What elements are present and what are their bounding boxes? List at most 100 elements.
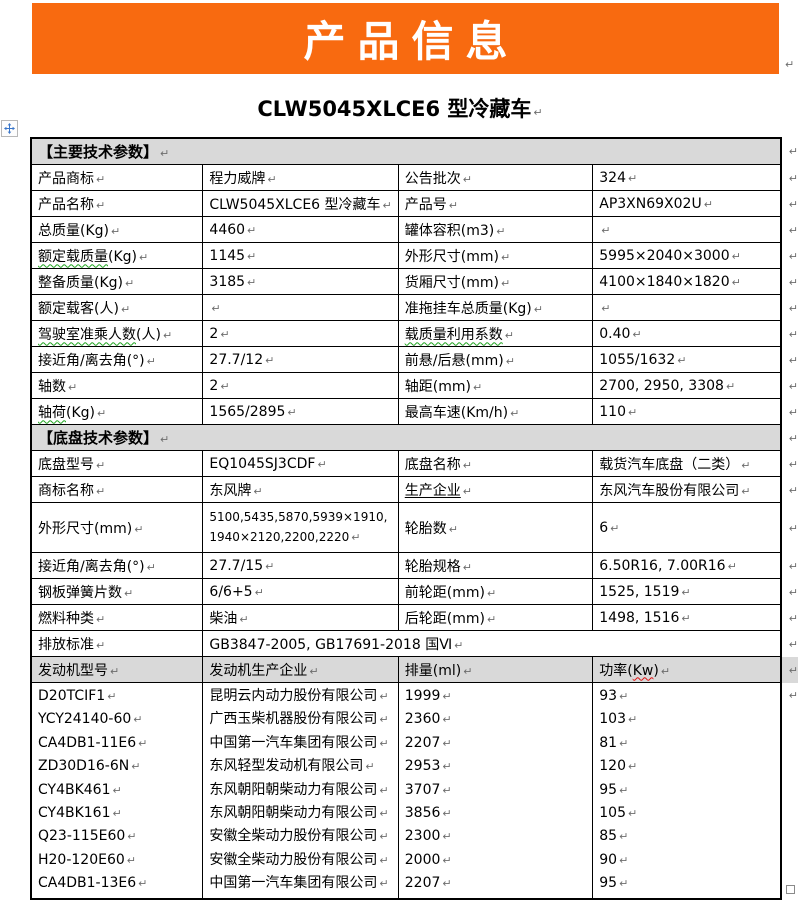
table-row: 额定载质量(Kg) ↵ 1145 ↵ 外形尺寸(mm) ↵ 5995×2040×3000 ↵ ↵ <box>30 242 799 269</box>
param-value: 1498, 1516 ↵ <box>592 604 782 631</box>
param-value: 110 ↵ <box>592 398 782 425</box>
param-label: 额定载客(人) ↵ <box>30 294 204 321</box>
table-row: 燃料种类 ↵ 柴油 ↵ 后轮距(mm) ↵ 1498, 1516 ↵ ↵ <box>30 604 799 631</box>
param-value: 东风牌 ↵ <box>202 476 399 503</box>
param-label: 公告批次 ↵ <box>397 164 594 191</box>
param-label: 驾驶室准乘人数(人) ↵ <box>30 320 204 347</box>
row-end-mark: ↵ <box>780 138 799 165</box>
param-label: 后轮距(mm) ↵ <box>397 604 594 631</box>
param-value: EQ1045SJ3CDF ↵ <box>202 450 399 477</box>
row-end-mark: ↵ <box>780 346 799 373</box>
param-value: 0.40 ↵ <box>592 320 782 347</box>
row-end-mark: ↵ <box>780 216 799 243</box>
param-label: 整备质量(Kg) ↵ <box>30 268 204 295</box>
param-label: 轴距(mm) ↵ <box>397 372 594 399</box>
param-label: 轮胎规格 ↵ <box>397 552 594 579</box>
four-way-arrow-icon <box>4 123 15 134</box>
param-value: 6/6+5 ↵ <box>202 578 399 605</box>
param-label: 产品商标 ↵ <box>30 164 204 191</box>
param-value: 6 ↵ <box>592 502 782 553</box>
param-label: 生产企业 ↵ <box>397 476 594 503</box>
table-row: 整备质量(Kg) ↵ 3185 ↵ 货厢尺寸(mm) ↵ 4100×1840×1820 ↵ ↵ <box>30 268 799 295</box>
engine-displacement-column: 1999 ↵ 2360 ↵ 2207 ↵ 2953 ↵ 3707 ↵ 3856 ↵ 2300… <box>397 681 594 900</box>
row-end-mark: ↵ <box>780 656 799 683</box>
table-row: 总质量(Kg) ↵ 4460 ↵ 罐体容积(m3) ↵ ↵ ↵ <box>30 216 799 243</box>
table-row: 轴数 ↵ 2 ↵ 轴距(mm) ↵ 2700, 2950, 3308 ↵ ↵ <box>30 372 799 399</box>
row-end-mark: ↵ <box>780 682 799 899</box>
param-value: 4460 ↵ <box>202 216 399 243</box>
row-end-mark: ↵ <box>780 604 799 631</box>
row-end-mark: ↵ <box>780 578 799 605</box>
param-value: 1525, 1519 ↵ <box>592 578 782 605</box>
param-label: 轴荷(Kg) ↵ <box>30 398 204 425</box>
param-value: CLW5045XLCE6 型冷藏车 ↵ <box>202 190 399 217</box>
row-end-mark: ↵ <box>780 294 799 321</box>
param-value: 载货汽车底盘（二类） ↵ <box>592 450 782 477</box>
section-title: 【底盘技术参数】 ↵ <box>30 424 782 451</box>
table-move-handle-icon[interactable] <box>1 120 18 137</box>
param-value: 1145 ↵ <box>202 242 399 269</box>
row-end-mark: ↵ <box>780 424 799 451</box>
engine-table-body: D20TCIF1 ↵ YCY24140-60 ↵ CA4DB1-11E6 ↵ ZD30… <box>30 681 799 900</box>
param-label: 前轮距(mm) ↵ <box>397 578 594 605</box>
row-end-mark: ↵ <box>780 320 799 347</box>
param-value: 2 ↵ <box>202 320 399 347</box>
row-end-mark: ↵ <box>780 476 799 503</box>
param-label: 排放标准 ↵ <box>30 630 204 657</box>
param-value: 5100,5435,5870,5939×1910,1940×2120,2200,… <box>202 502 399 553</box>
param-value: 程力威牌 ↵ <box>202 164 399 191</box>
param-value: ↵ <box>202 294 399 321</box>
row-end-mark: ↵ <box>780 398 799 425</box>
param-value: ↵ <box>592 294 782 321</box>
row-end-mark: ↵ <box>780 552 799 579</box>
param-value: 324 ↵ <box>592 164 782 191</box>
param-label: 底盘型号 ↵ <box>30 450 204 477</box>
section-title: 【主要技术参数】 ↵ <box>30 137 782 165</box>
param-label: 接近角/离去角(°) ↵ <box>30 346 204 373</box>
param-value: GB3847-2005, GB17691-2018 国Ⅵ ↵ <box>202 630 782 657</box>
param-label: 前悬/后悬(mm) ↵ <box>397 346 594 373</box>
table-resize-handle[interactable] <box>786 885 795 894</box>
param-value: 2700, 2950, 3308 ↵ <box>592 372 782 399</box>
section-header-main: 【主要技术参数】 ↵ ↵ <box>30 137 799 165</box>
table-row: 商标名称 ↵ 东风牌 ↵ 生产企业 ↵ 东风汽车股份有限公司 ↵ ↵ <box>30 476 799 503</box>
product-info-banner: 产品信息 <box>32 3 779 74</box>
param-label: 轮胎数 ↵ <box>397 502 594 553</box>
table-row: 驾驶室准乘人数(人) ↵ 2 ↵ 载质量利用系数 ↵ 0.40 ↵ ↵ <box>30 320 799 347</box>
param-label: 钢板弹簧片数 ↵ <box>30 578 204 605</box>
param-value: 6.50R16, 7.00R16 ↵ <box>592 552 782 579</box>
table-row: 额定载客(人) ↵ ↵ 准拖挂车总质量(Kg) ↵ ↵ ↵ <box>30 294 799 321</box>
param-label: 货厢尺寸(mm) ↵ <box>397 268 594 295</box>
param-label: 外形尺寸(mm) ↵ <box>397 242 594 269</box>
param-value: 3185 ↵ <box>202 268 399 295</box>
column-header: 排量(ml) ↵ <box>397 656 594 683</box>
section-header-chassis: 【底盘技术参数】 ↵ ↵ <box>30 424 799 451</box>
param-value: 东风汽车股份有限公司 ↵ <box>592 476 782 503</box>
param-value: 1055/1632 ↵ <box>592 346 782 373</box>
row-end-mark: ↵ <box>780 242 799 269</box>
param-label: 准拖挂车总质量(Kg) ↵ <box>397 294 594 321</box>
row-end-mark: ↵ <box>780 372 799 399</box>
spec-table: 【主要技术参数】 ↵ ↵ 产品商标 ↵ 程力威牌 ↵ 公告批次 ↵ 324 ↵ ↵ 产品名称 ↵ CLW… <box>30 137 800 900</box>
engine-power-column: 93 ↵ 103 ↵ 81 ↵ 120 ↵ 95 ↵ 105 ↵ 85 ↵ 90 ↵ 95 ↵ <box>592 681 782 900</box>
param-label: 商标名称 ↵ <box>30 476 204 503</box>
param-label: 外形尺寸(mm) ↵ <box>30 502 204 553</box>
page-title: CLW5045XLCE6 型冷藏车 ↵ <box>257 97 543 121</box>
engine-maker-column: 昆明云内动力股份有限公司 ↵ 广西玉柴机器股份有限公司 ↵ 中国第一汽车集团有限公司… <box>202 681 399 900</box>
param-label: 额定载质量(Kg) ↵ <box>30 242 204 269</box>
table-row: 接近角/离去角(°) ↵ 27.7/15 ↵ 轮胎规格 ↵ 6.50R16, 7.00R16… <box>30 552 799 579</box>
table-row: 轴荷(Kg) ↵ 1565/2895 ↵ 最高车速(Km/h) ↵ 110 ↵ ↵ <box>30 398 799 425</box>
row-end-mark: ↵ <box>780 164 799 191</box>
column-header: 发动机型号 ↵ <box>30 656 204 683</box>
param-value: 2 ↵ <box>202 372 399 399</box>
param-value: 5995×2040×3000 ↵ <box>592 242 782 269</box>
param-value: AP3XN69X02U ↵ <box>592 190 782 217</box>
table-row: 外形尺寸(mm) ↵ 5100,5435,5870,5939×1910,1940×2… <box>30 502 799 553</box>
param-value: 27.7/12 ↵ <box>202 346 399 373</box>
row-end-mark: ↵ <box>780 630 799 657</box>
table-row: 产品商标 ↵ 程力威牌 ↵ 公告批次 ↵ 324 ↵ ↵ <box>30 164 799 191</box>
column-header: 功率(Kw) ↵ <box>592 656 782 683</box>
param-label: 产品号 ↵ <box>397 190 594 217</box>
param-label: 底盘名称 ↵ <box>397 450 594 477</box>
param-value: ↵ <box>592 216 782 243</box>
